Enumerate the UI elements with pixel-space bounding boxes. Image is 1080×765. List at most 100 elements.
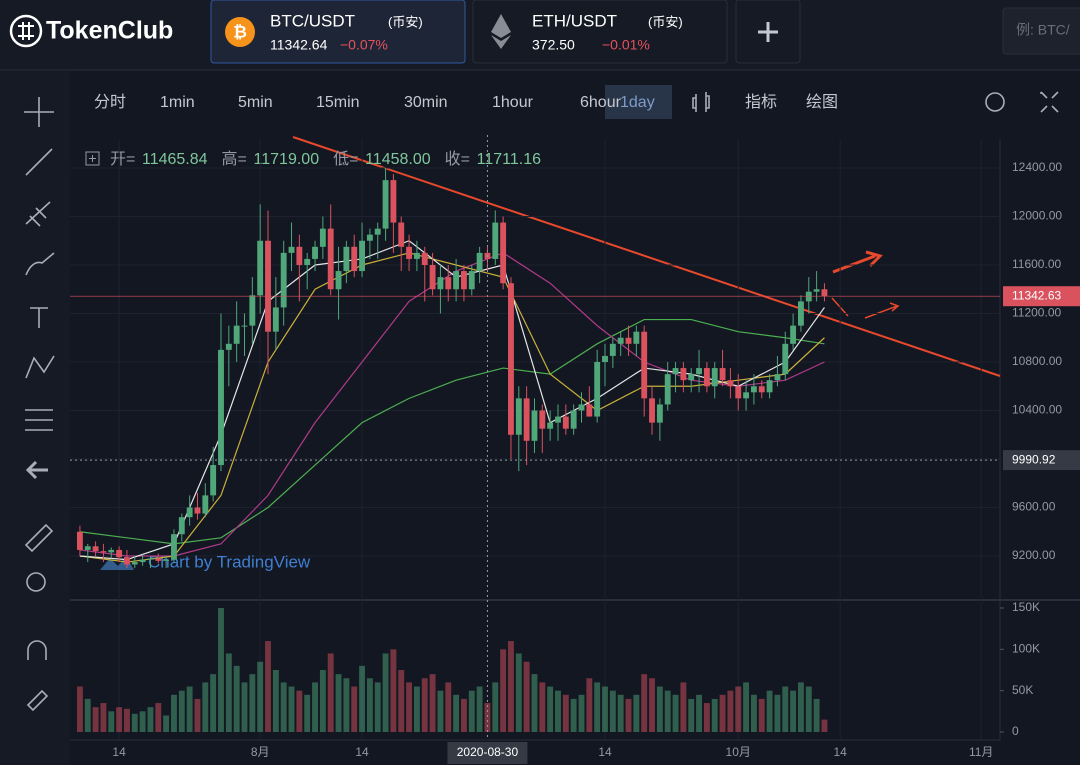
- legend-label: 高=: [222, 150, 247, 168]
- legend-value: 11465.84: [142, 151, 208, 168]
- volume-bar: [790, 690, 797, 732]
- fib-tool[interactable]: [25, 201, 51, 227]
- volume-bar: [492, 682, 499, 732]
- candle-body: [124, 557, 130, 565]
- x-tick-label: 10月: [726, 745, 751, 759]
- plus: [758, 22, 778, 42]
- volume-bar: [484, 703, 491, 732]
- volume-bar: [202, 682, 209, 732]
- volume-bar: [429, 674, 436, 732]
- candle-body: [688, 374, 695, 381]
- toolbar-button[interactable]: 绘图: [806, 93, 838, 111]
- candle-body: [594, 362, 601, 417]
- interval-button[interactable]: 1hour: [492, 94, 534, 111]
- candle-body: [272, 307, 279, 332]
- volume-bar: [782, 686, 789, 732]
- volume-bar: [735, 686, 742, 732]
- candle-body: [171, 534, 177, 560]
- brush-tool[interactable]: [25, 252, 55, 276]
- candle-body: [790, 325, 797, 344]
- candle-body: [163, 559, 170, 561]
- volume-tick-label: 50K: [1012, 683, 1033, 697]
- y-tick-label: 9200.00: [1012, 548, 1056, 562]
- candle-body: [578, 404, 585, 411]
- toolbar-button[interactable]: 指标: [745, 93, 777, 111]
- zoom-tool[interactable]: [26, 572, 46, 592]
- pattern-tool[interactable]: [25, 355, 55, 379]
- candle-body: [531, 410, 538, 441]
- candle-body: [774, 374, 781, 381]
- volume-bar: [382, 653, 389, 732]
- interval-button[interactable]: 6hour: [580, 94, 622, 111]
- candle-body: [265, 240, 271, 332]
- interval-button[interactable]: 5min: [238, 94, 273, 111]
- volume-bar: [797, 682, 804, 732]
- candle-body: [155, 558, 162, 561]
- volume-bar: [562, 694, 569, 732]
- volume-bar: [194, 698, 201, 732]
- volume-bar: [351, 686, 358, 732]
- volume-bar: [711, 698, 718, 732]
- lock-tool[interactable]: [26, 689, 49, 712]
- candle-body: [413, 252, 420, 259]
- watermark: Chart by TradingView: [148, 552, 311, 571]
- text-tool[interactable]: [30, 307, 48, 328]
- x-tick-label: 8月: [251, 745, 270, 759]
- line-tool[interactable]: [25, 148, 53, 176]
- sidebar: [0, 71, 70, 765]
- interval-button[interactable]: 分时: [94, 93, 126, 111]
- volume-bar: [680, 682, 687, 732]
- volume-bar: [343, 678, 350, 732]
- y-tick-label: 12000.00: [1012, 209, 1062, 223]
- volume-tick-label: 150K: [1012, 600, 1040, 614]
- candle-body: [672, 368, 679, 375]
- volume-bar: [578, 694, 585, 732]
- volume-bar: [633, 694, 640, 732]
- interval-button[interactable]: 1min: [160, 94, 195, 111]
- candle-body: [319, 228, 326, 247]
- y-tick-label: 12400.00: [1012, 160, 1062, 174]
- legend-label: 低=: [333, 150, 358, 168]
- tab-change: −0.07%: [340, 37, 388, 53]
- candle-body: [508, 283, 514, 435]
- candle-body: [453, 271, 460, 290]
- legend-toggle[interactable]: [85, 151, 100, 166]
- candle-body: [108, 549, 115, 553]
- candle-body: [359, 240, 365, 272]
- interval-button[interactable]: 15min: [316, 94, 360, 111]
- volume-bar: [406, 682, 413, 732]
- volume-bar: [727, 690, 734, 732]
- tab-exchange: (币安): [388, 14, 423, 29]
- measure-tool[interactable]: [25, 409, 53, 431]
- back-tool[interactable]: [25, 460, 48, 480]
- interval-button[interactable]: 1day: [620, 94, 655, 111]
- chart-type[interactable]: [692, 92, 710, 112]
- tab-eth[interactable]: [472, 0, 728, 64]
- legend-value: 11719.00: [254, 151, 320, 168]
- candle-body: [641, 331, 648, 399]
- candle-body: [280, 252, 287, 308]
- tab-pair: BTC/USDT: [270, 11, 355, 30]
- interval-button[interactable]: 30min: [404, 94, 448, 111]
- candle-body: [225, 343, 232, 350]
- tab-btc[interactable]: [210, 0, 466, 64]
- magnet-tool[interactable]: [27, 640, 47, 660]
- candle-body: [539, 410, 546, 429]
- trend-line: [292, 136, 1001, 377]
- volume-bar: [335, 674, 342, 732]
- candle-body: [429, 265, 436, 290]
- search-box[interactable]: [1002, 7, 1080, 55]
- volume-bar: [766, 690, 773, 732]
- volume-bar: [594, 682, 601, 732]
- volume-bar: [821, 719, 828, 732]
- volume-bar: [312, 682, 318, 732]
- ruler-tool[interactable]: [24, 523, 54, 553]
- candle-body: [100, 551, 107, 553]
- volume-bar: [390, 649, 397, 732]
- candle-body: [76, 531, 83, 550]
- crosshair-y-tag: [1003, 450, 1080, 471]
- settings[interactable]: [985, 92, 1005, 112]
- fullscreen[interactable]: [1040, 91, 1059, 113]
- crosshair-tool[interactable]: [24, 97, 54, 127]
- volume-bar: [124, 708, 130, 732]
